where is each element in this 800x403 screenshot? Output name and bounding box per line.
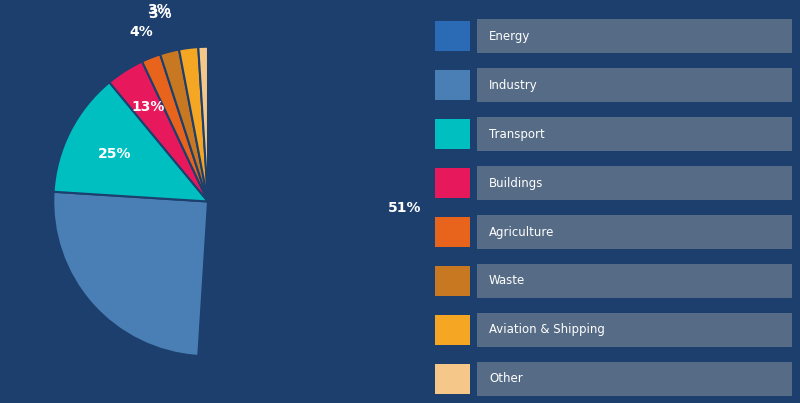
- FancyBboxPatch shape: [435, 21, 470, 51]
- Text: Buildings: Buildings: [489, 177, 543, 189]
- Text: Transport: Transport: [489, 128, 545, 141]
- FancyBboxPatch shape: [435, 119, 470, 149]
- Text: Energy: Energy: [489, 30, 530, 43]
- Wedge shape: [142, 54, 208, 202]
- FancyBboxPatch shape: [435, 70, 470, 100]
- FancyBboxPatch shape: [435, 168, 470, 198]
- Wedge shape: [198, 47, 208, 202]
- Text: Agriculture: Agriculture: [489, 226, 554, 239]
- Wedge shape: [160, 50, 208, 202]
- FancyBboxPatch shape: [478, 19, 792, 53]
- Text: 4%: 4%: [129, 25, 153, 39]
- Wedge shape: [54, 192, 208, 356]
- Text: Other: Other: [489, 372, 522, 385]
- FancyBboxPatch shape: [478, 313, 792, 347]
- FancyBboxPatch shape: [478, 215, 792, 249]
- Text: 3%: 3%: [148, 7, 172, 21]
- Text: 51%: 51%: [388, 201, 422, 215]
- FancyBboxPatch shape: [478, 264, 792, 298]
- Text: 25%: 25%: [98, 147, 131, 161]
- Wedge shape: [179, 47, 208, 202]
- FancyBboxPatch shape: [478, 362, 792, 396]
- Wedge shape: [198, 47, 362, 356]
- Text: Industry: Industry: [489, 79, 538, 92]
- FancyBboxPatch shape: [435, 364, 470, 394]
- FancyBboxPatch shape: [435, 217, 470, 247]
- Wedge shape: [110, 62, 208, 201]
- Wedge shape: [54, 82, 208, 202]
- FancyBboxPatch shape: [478, 68, 792, 102]
- FancyBboxPatch shape: [435, 266, 470, 296]
- Text: Waste: Waste: [489, 274, 526, 287]
- Text: 13%: 13%: [132, 100, 165, 114]
- FancyBboxPatch shape: [478, 117, 792, 151]
- FancyBboxPatch shape: [478, 166, 792, 200]
- FancyBboxPatch shape: [435, 315, 470, 345]
- Text: 3%: 3%: [147, 3, 170, 17]
- Text: Aviation & Shipping: Aviation & Shipping: [489, 323, 605, 337]
